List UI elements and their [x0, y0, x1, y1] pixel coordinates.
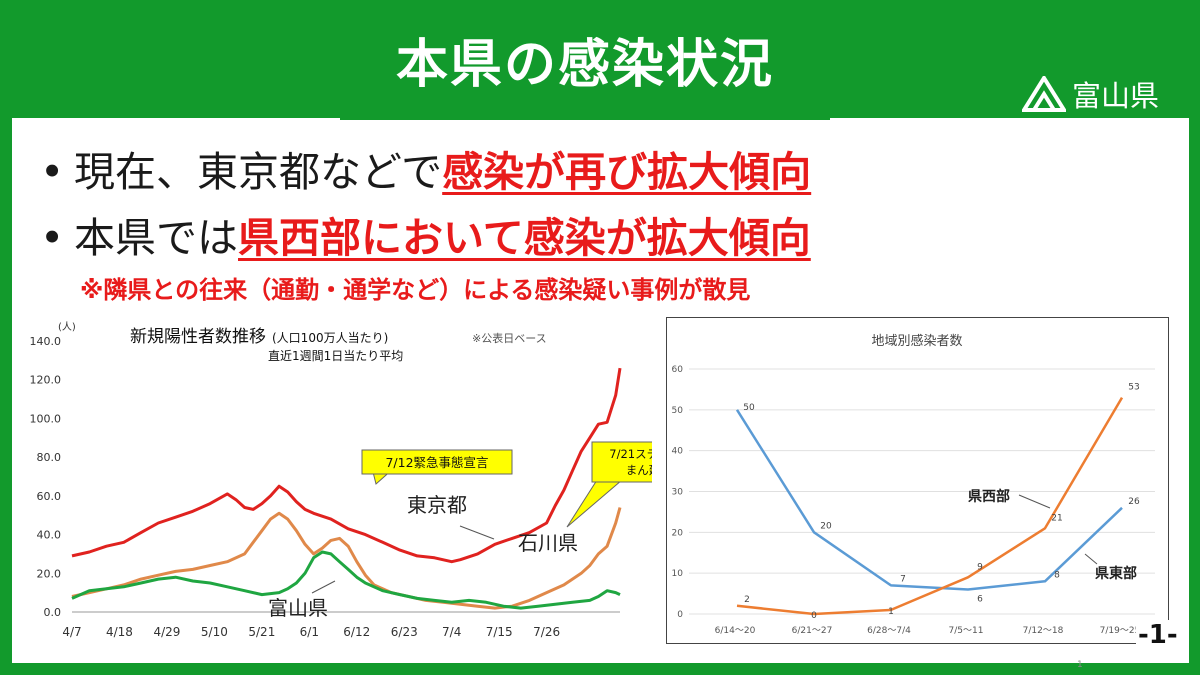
bullet-dot: • — [40, 214, 65, 262]
data-label: 7 — [900, 574, 906, 584]
label-ishikawa: 石川県 — [518, 531, 578, 555]
bullet-tokyo: • 現在、東京都などで感染が再び拡大傾向 — [40, 138, 811, 198]
mountain-icon — [1022, 76, 1066, 112]
y-tick-label: 60 — [672, 365, 684, 375]
x-tick-label: 7/12～18 — [1023, 626, 1064, 636]
y-tick-label: 20.0 — [37, 567, 62, 580]
note-text: ※隣県との往来（通勤・通学など）による感染疑い事例が散見 — [80, 276, 751, 304]
leader-east — [1084, 553, 1098, 565]
callout-stage3-line1: 7/21ステージ3・感染 — [609, 447, 652, 461]
leader-toyama — [311, 580, 336, 594]
y-tick-label: 140.0 — [30, 335, 62, 348]
y-tick-label: 50 — [672, 406, 684, 416]
regional-chart-title: 地域別感染者数 — [871, 333, 962, 349]
x-tick-label: 4/7 — [62, 625, 81, 639]
new-cases-chart: 0.0 20.0 40.0 60.0 80.0 100.0 120.0 140.0 4/7 4/… — [22, 312, 741, 652]
series-line-富山県 — [71, 550, 621, 610]
callout-emergency-text: 7/12緊急事態宣言 — [385, 455, 488, 470]
y-tick-label: 40 — [672, 447, 684, 457]
y-tick-label: 30 — [672, 488, 684, 498]
chart-title-note: ※公表日ベース — [472, 331, 547, 345]
data-label: 6 — [977, 595, 983, 605]
leader-tokyo — [459, 525, 495, 540]
x-tick-label: 7/15 — [486, 625, 513, 639]
x-tick-label: 7/4 — [442, 625, 461, 639]
data-label: 26 — [1128, 497, 1140, 507]
regional-cases-chart: 0 10 20 30 40 50 60 6/14～20 6/21～27 6/28～7/4 7/5～… — [666, 317, 1169, 644]
x-tick-label: 4/18 — [106, 625, 133, 639]
label-east: 県東部 — [1095, 565, 1137, 582]
bullet-dot: • — [40, 148, 65, 196]
x-tick-label: 7/26 — [533, 625, 560, 639]
series-line-石川県 — [71, 507, 622, 610]
title-band — [340, 30, 830, 120]
x-tick-label: 4/29 — [153, 625, 180, 639]
chart-subtitle: 直近1週間1日当たり平均 — [268, 349, 403, 363]
x-tick-label: 5/21 — [248, 625, 275, 639]
page-title: 本県の感染状況 — [395, 35, 774, 95]
x-tick-label: 5/10 — [201, 625, 228, 639]
bullet-plain-text: 本県では — [74, 214, 238, 262]
y-tick-label: 100.0 — [30, 412, 62, 425]
series-line-県西部 — [736, 396, 1124, 616]
x-tick-label: 6/1 — [300, 625, 319, 639]
logo-text: 富山県 — [1072, 79, 1160, 113]
data-label: 2 — [744, 595, 750, 605]
y-tick-label: 40.0 — [37, 529, 62, 542]
callout-stage3-line2: まん延特別警報 — [626, 463, 652, 477]
label-tokyo: 東京都 — [407, 493, 467, 517]
data-label: 0 — [811, 611, 817, 621]
chart-title: 新規陽性者数推移 — [130, 327, 266, 347]
y-unit-label: (人) — [58, 321, 76, 333]
new-cases-chart-svg: 0.0 20.0 40.0 60.0 80.0 100.0 120.0 140.0 4/7 4/… — [30, 321, 741, 639]
data-label: 50 — [743, 403, 755, 413]
y-tick-label: 60.0 — [37, 490, 62, 503]
y-tick-label: 120.0 — [30, 374, 62, 387]
callout-emergency: 7/12緊急事態宣言 — [361, 449, 513, 485]
data-label: 53 — [1128, 383, 1139, 393]
series-line-東京都 — [71, 367, 622, 564]
leader-west — [1018, 494, 1051, 509]
bullet-highlight-text: 県西部において感染が拡大傾向 — [238, 214, 811, 262]
chart-title-paren: (人口100万人当たり) — [272, 331, 388, 345]
y-tick-label: 20 — [672, 528, 684, 538]
series-line-県東部 — [735, 409, 1123, 591]
data-label: 1 — [888, 607, 894, 617]
y-tick-label: 10 — [672, 569, 684, 579]
data-label: 20 — [820, 521, 832, 531]
y-tick-label: 80.0 — [37, 451, 62, 464]
x-tick-label: 7/19～25 — [1100, 626, 1141, 636]
y-tick-label: 0.0 — [44, 606, 62, 619]
data-label: 8 — [1054, 570, 1060, 580]
toyama-logo: 富山県 — [1022, 74, 1159, 114]
page-number: -1- — [1136, 620, 1180, 650]
x-tick-label: 6/14～20 — [715, 626, 756, 636]
data-label: 21 — [1051, 513, 1062, 523]
y-tick-label: 0 — [677, 610, 683, 620]
page-number-small: 1 — [1077, 660, 1083, 670]
bullet-prefecture: • 本県では県西部において感染が拡大傾向 — [40, 204, 811, 264]
label-west: 県西部 — [968, 488, 1010, 505]
x-tick-label: 7/5～11 — [949, 626, 984, 636]
x-tick-label: 6/21～27 — [792, 626, 833, 636]
label-toyama: 富山県 — [268, 596, 328, 620]
bullet-highlight-text: 感染が再び拡大傾向 — [442, 148, 812, 196]
data-label: 9 — [977, 562, 983, 572]
x-tick-label: 6/28～7/4 — [867, 626, 911, 636]
x-tick-label: 6/23 — [391, 625, 418, 639]
x-tick-label: 6/12 — [343, 625, 370, 639]
bullet-plain-text: 現在、東京都などで — [74, 148, 443, 196]
